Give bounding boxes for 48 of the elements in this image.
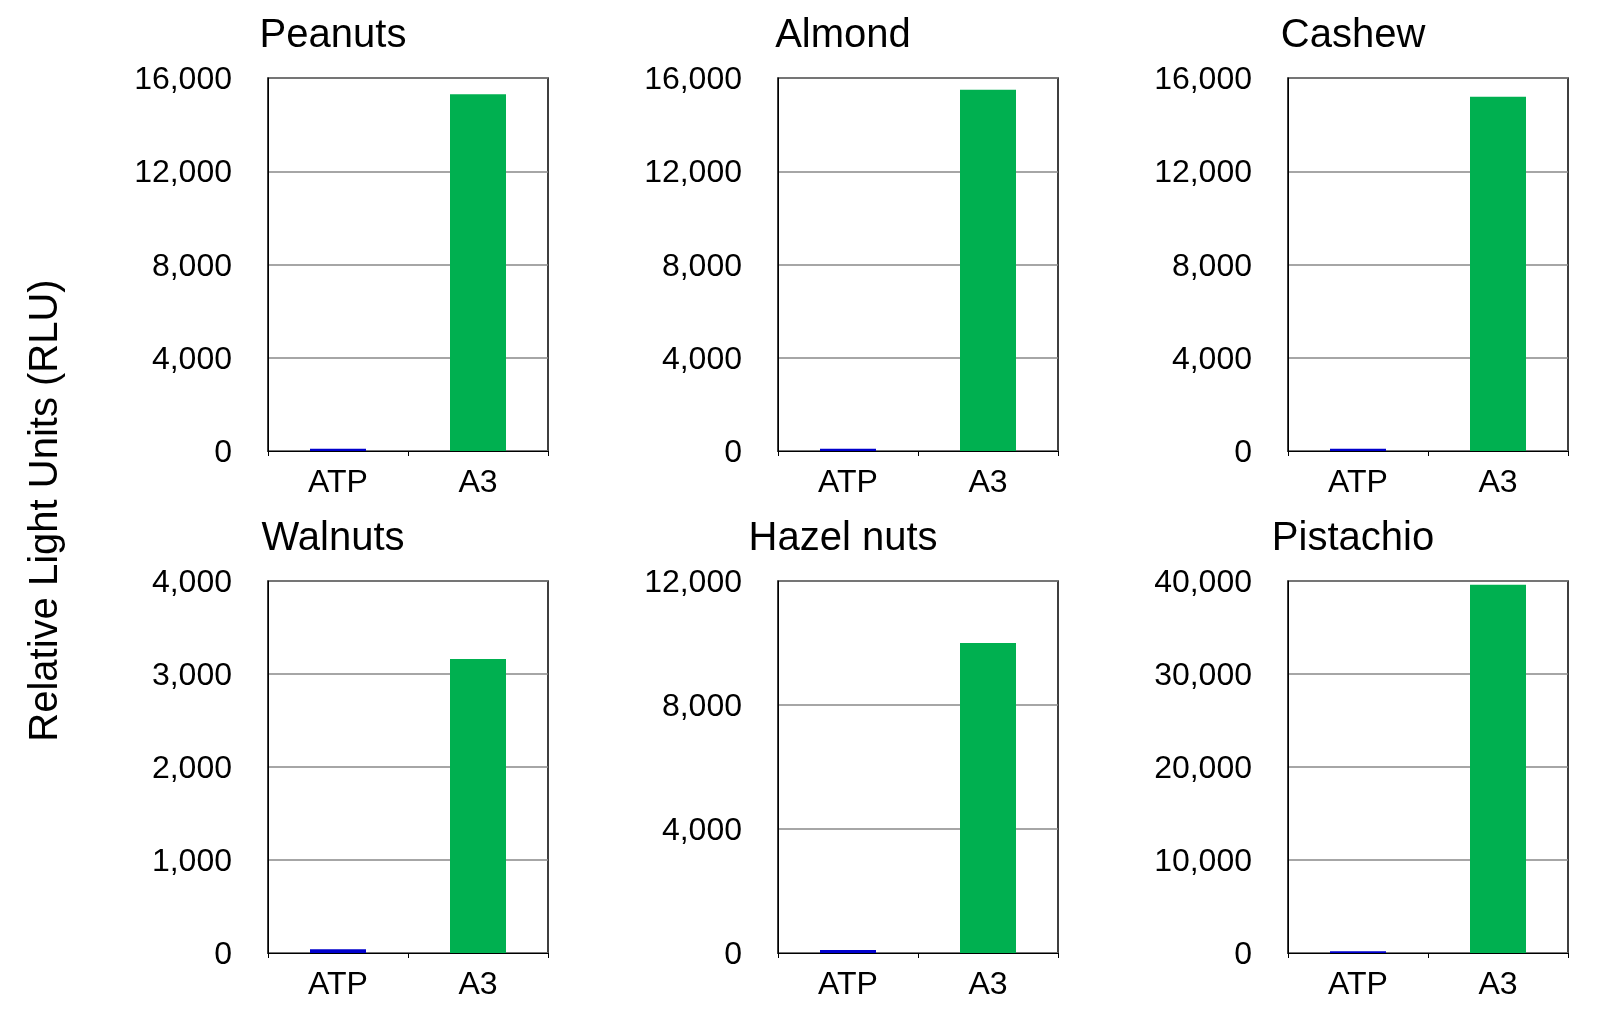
- y-tick-label: 0: [724, 935, 742, 971]
- x-tick-label: ATP: [308, 463, 368, 499]
- x-tick-label: ATP: [818, 463, 878, 499]
- chart-title: Hazel nuts: [748, 514, 938, 558]
- y-tick-label: 2,000: [151, 749, 232, 785]
- y-tick-label: 8,000: [1171, 246, 1252, 283]
- y-tick-label: 12,000: [644, 563, 742, 599]
- x-tick-label: A3: [1478, 965, 1518, 1001]
- chart-title: Almond: [775, 11, 911, 55]
- y-tick-label: 4,000: [151, 563, 232, 599]
- y-tick-label: 8,000: [661, 246, 742, 283]
- y-tick-label: 4,000: [661, 811, 742, 847]
- y-tick-label: 12,000: [644, 153, 742, 190]
- y-tick-label: 0: [724, 433, 742, 469]
- y-tick-label: 3,000: [151, 656, 232, 692]
- y-tick-label: 0: [214, 935, 232, 971]
- y-tick-label: 0: [1234, 935, 1252, 971]
- x-tick-label: A3: [968, 463, 1008, 499]
- x-tick-label: A3: [458, 965, 498, 1001]
- x-tick-label: ATP: [1328, 965, 1388, 1001]
- chart-title: Cashew: [1280, 11, 1426, 55]
- y-axis-title: Relative Light Units (RLU): [20, 279, 66, 742]
- y-tick-label: 0: [1234, 433, 1252, 469]
- y-tick-label: 16,000: [644, 60, 742, 96]
- y-tick-label: 20,000: [1154, 749, 1252, 785]
- x-tick-label: A3: [458, 463, 498, 499]
- y-tick-label: 30,000: [1154, 656, 1252, 692]
- y-tick-label: 16,000: [134, 60, 232, 96]
- y-tick-label: 10,000: [1154, 842, 1252, 878]
- x-tick-label: A3: [1478, 463, 1518, 499]
- y-tick-label: 16,000: [1154, 60, 1252, 96]
- y-tick-label: 4,000: [1171, 339, 1252, 376]
- y-tick-label: 12,000: [1154, 153, 1252, 190]
- y-tick-label: 12,000: [134, 153, 232, 190]
- x-tick-label: ATP: [818, 965, 878, 1001]
- y-tick-label: 8,000: [661, 687, 742, 723]
- y-tick-label: 4,000: [151, 339, 232, 376]
- x-tick-label: A3: [968, 965, 1008, 1001]
- chart-title: Peanuts: [259, 11, 407, 55]
- x-tick-label: ATP: [1328, 463, 1388, 499]
- y-tick-label: 40,000: [1154, 563, 1252, 599]
- y-tick-label: 1,000: [151, 842, 232, 878]
- y-tick-label: 8,000: [151, 246, 232, 283]
- x-tick-label: ATP: [308, 965, 368, 1001]
- y-tick-label: 0: [214, 433, 232, 469]
- chart-title: Walnuts: [261, 514, 405, 558]
- y-tick-label: 4,000: [661, 339, 742, 376]
- chart-title: Pistachio: [1271, 514, 1435, 558]
